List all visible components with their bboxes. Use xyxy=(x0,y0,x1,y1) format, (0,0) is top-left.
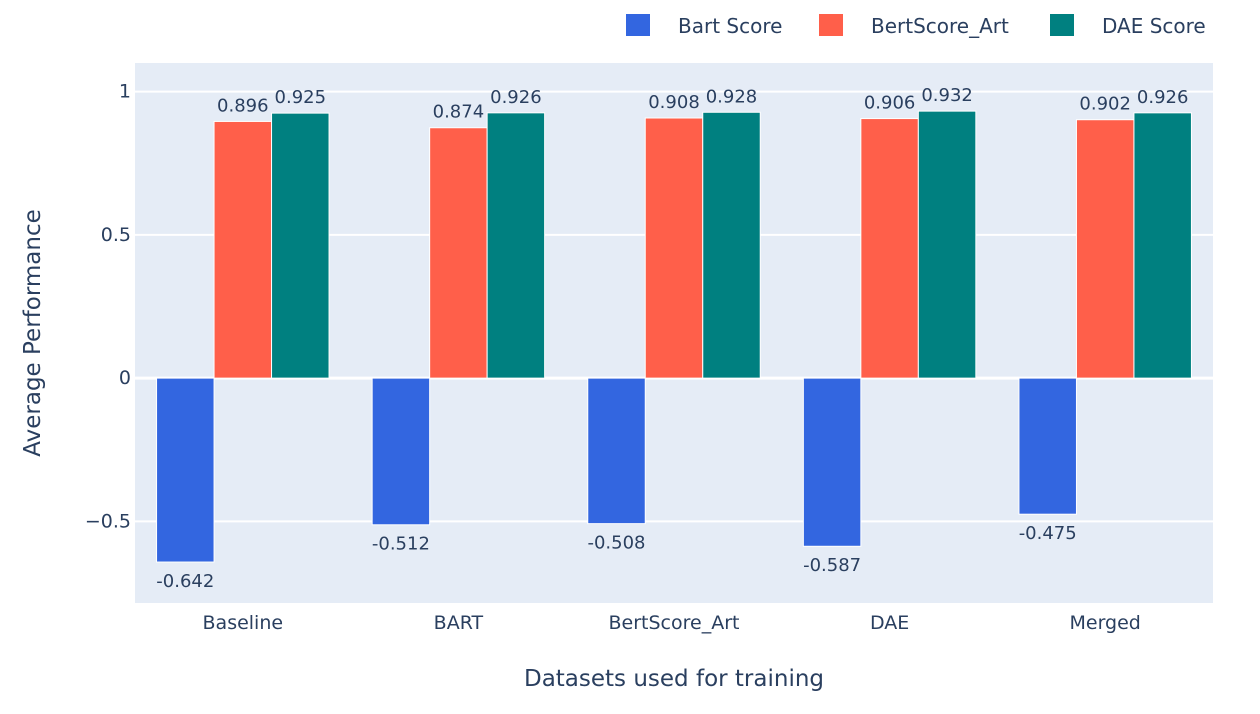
y-tick-label: 0.5 xyxy=(101,224,131,246)
data-label: 0.902 xyxy=(1079,94,1131,115)
bar xyxy=(702,111,761,379)
y-tick-label: 0 xyxy=(119,367,131,389)
data-label: -0.475 xyxy=(1019,523,1077,544)
x-axis-title: Datasets used for training xyxy=(524,666,824,692)
legend-label: BertScore_Art xyxy=(871,14,1009,38)
bar xyxy=(917,110,977,379)
bar xyxy=(802,377,862,547)
legend: Bart Score BertScore_Art DAE Score xyxy=(626,14,1206,38)
bar xyxy=(644,117,704,379)
bar xyxy=(486,112,546,379)
legend-label: Bart Score xyxy=(678,14,782,38)
data-labels: -0.642 -0.512 -0.508 -0.587 -0.475 0.896 0.874… xyxy=(156,85,1188,592)
bar xyxy=(1133,112,1192,379)
y-tick-label: −0.5 xyxy=(85,510,131,532)
legend-label: DAE Score xyxy=(1102,14,1206,38)
y-axis-title: Average Performance xyxy=(20,209,46,457)
bar xyxy=(271,112,330,379)
data-label: 0.874 xyxy=(433,102,485,123)
x-tick-label: BART xyxy=(434,612,484,634)
data-label: -0.642 xyxy=(156,571,214,592)
data-label: -0.587 xyxy=(803,555,861,576)
y-tick-label: 1 xyxy=(119,81,131,103)
data-label: 0.926 xyxy=(490,87,542,108)
legend-swatch xyxy=(819,14,843,36)
x-tick-label: DAE xyxy=(870,612,909,634)
bar xyxy=(371,377,431,526)
legend-swatch xyxy=(1050,14,1074,36)
x-tick-label: Baseline xyxy=(203,612,284,634)
data-label: 0.932 xyxy=(921,85,973,106)
data-label: 0.928 xyxy=(706,86,758,107)
legend-swatch xyxy=(626,14,650,36)
data-label: -0.508 xyxy=(587,532,645,553)
x-tick-label: BertScore_Art xyxy=(609,612,740,634)
data-label: -0.512 xyxy=(372,534,430,555)
bar xyxy=(1018,377,1077,515)
bar xyxy=(860,118,919,379)
data-label: 0.906 xyxy=(864,93,916,114)
bars xyxy=(156,110,1192,563)
data-label: 0.896 xyxy=(217,95,269,116)
x-tick-label: Merged xyxy=(1070,612,1141,634)
data-label: 0.926 xyxy=(1137,87,1189,108)
data-label: 0.925 xyxy=(275,87,327,108)
x-axis-ticks: Baseline BART BertScore_Art DAE Merged xyxy=(203,612,1141,634)
bar xyxy=(156,377,215,563)
y-axis-ticks: −0.5 0 0.5 1 xyxy=(85,81,131,533)
bar xyxy=(1075,119,1135,379)
data-label: 0.908 xyxy=(648,92,700,113)
bar xyxy=(429,127,488,379)
bar xyxy=(587,377,646,525)
bar xyxy=(213,120,273,379)
